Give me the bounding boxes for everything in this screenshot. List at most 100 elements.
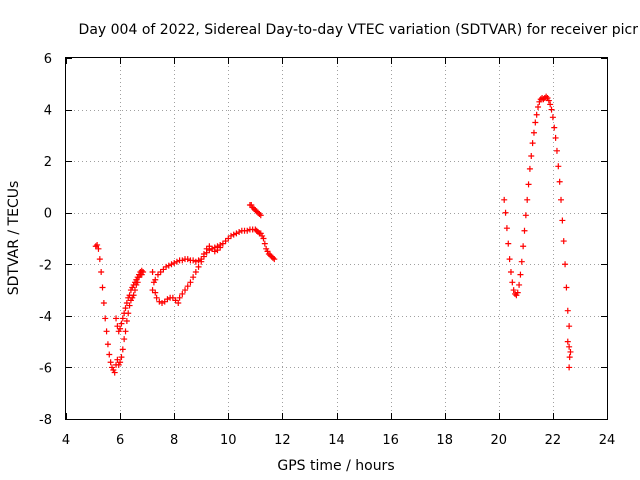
data-point: [522, 212, 529, 219]
x-tick-label: 24: [599, 433, 616, 448]
y-axis: -8 -6 -4 -2 0 2 4 6: [39, 52, 607, 428]
data-point: [532, 119, 539, 126]
y-tick-label: 2: [44, 155, 52, 170]
data-point: [100, 299, 107, 306]
data-point: [119, 346, 126, 353]
data-point: [118, 354, 125, 361]
y-tick-label: -4: [39, 310, 52, 325]
x-axis: 4 6 8 10 12 14 16 18 20 22 24: [62, 58, 615, 448]
data-point: [190, 274, 197, 281]
data-point: [195, 257, 202, 264]
data-point: [153, 294, 160, 301]
data-point: [548, 106, 555, 113]
data-point: [192, 258, 199, 265]
data-point: [195, 263, 202, 270]
data-point: [211, 248, 218, 255]
data-point: [255, 229, 262, 236]
y-tick-label: 0: [44, 207, 52, 222]
data-point: [126, 292, 133, 299]
data-point: [152, 276, 159, 283]
data-point: [106, 351, 113, 358]
data-point: [503, 225, 510, 232]
data-point: [165, 262, 172, 269]
data-point: [168, 261, 175, 268]
data-point: [524, 196, 531, 203]
data-point: [171, 259, 178, 266]
data-point: [111, 369, 118, 376]
data-point: [566, 323, 573, 330]
x-tick-label: 22: [545, 433, 562, 448]
data-point: [525, 181, 532, 188]
data-point: [156, 298, 163, 305]
data-point: [123, 318, 130, 325]
y-tick-label: -6: [39, 361, 52, 376]
data-point: [99, 284, 106, 291]
data-point: [533, 111, 540, 118]
data-point: [256, 211, 263, 218]
data-point: [517, 271, 524, 278]
data-point: [558, 196, 565, 203]
data-point: [164, 296, 171, 303]
data-point: [260, 235, 267, 242]
data-point: [553, 147, 560, 154]
x-tick-label: 12: [274, 433, 291, 448]
data-point: [509, 279, 516, 286]
data-point: [117, 359, 124, 366]
data-point: [104, 341, 111, 348]
data-point: [505, 240, 512, 247]
data-point: [567, 348, 574, 355]
data-point: [520, 243, 527, 250]
series-arc-4: [149, 243, 224, 294]
data-point: [123, 299, 130, 306]
data-point: [502, 209, 509, 216]
data-point: [233, 230, 240, 237]
y-tick-label: 4: [44, 104, 52, 119]
y-tick-label: -8: [39, 413, 52, 428]
data-point: [547, 101, 554, 108]
data-point: [514, 289, 521, 296]
x-tick-label: 10: [220, 433, 237, 448]
data-point: [138, 267, 145, 274]
data-point: [217, 244, 224, 251]
x-tick-label: 20: [491, 433, 508, 448]
data-point: [562, 261, 569, 268]
data-point: [559, 217, 566, 224]
data-point: [510, 287, 517, 294]
data-point: [192, 269, 199, 276]
data-point: [551, 124, 558, 131]
data-point: [175, 299, 182, 306]
data-point: [556, 178, 563, 185]
data-point: [501, 196, 508, 203]
data-point: [512, 290, 519, 297]
data-point: [107, 359, 114, 366]
data-point: [529, 140, 536, 147]
data-point: [198, 256, 205, 263]
data-point: [113, 315, 120, 322]
data-point: [269, 254, 276, 261]
data-point: [516, 281, 523, 288]
data-point: [122, 305, 129, 312]
data-point: [119, 315, 126, 322]
data-point: [102, 315, 109, 322]
data-point: [121, 336, 128, 343]
data-point: [526, 165, 533, 172]
y-tick-label: -2: [39, 258, 52, 273]
x-tick-label: 18: [436, 433, 453, 448]
data-point: [564, 338, 571, 345]
series-arc-2: [113, 267, 145, 335]
data-point: [244, 227, 251, 234]
x-tick-label: 16: [382, 433, 399, 448]
data-point: [506, 256, 513, 263]
data-point: [261, 240, 268, 247]
data-point: [149, 269, 156, 276]
data-point: [95, 245, 102, 252]
x-axis-label: GPS time / hours: [277, 458, 394, 474]
data-point: [257, 212, 264, 219]
data-point: [179, 290, 186, 297]
data-point: [560, 238, 567, 245]
x-tick-label: 4: [62, 433, 70, 448]
data-point: [549, 114, 556, 121]
data-point: [190, 257, 197, 264]
data-point: [228, 232, 235, 239]
